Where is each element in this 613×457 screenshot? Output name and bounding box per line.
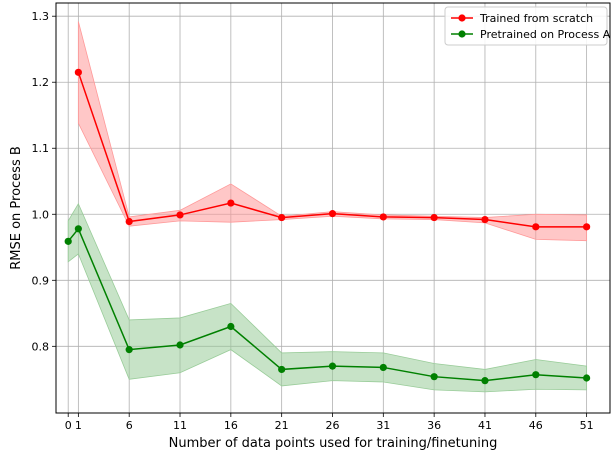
y-tick-label: 0.8 bbox=[32, 340, 50, 353]
plot-frame bbox=[55, 2, 611, 414]
point-pretrained bbox=[379, 363, 387, 372]
point-pretrained bbox=[328, 362, 337, 370]
x-tick-label: 11 bbox=[173, 419, 187, 432]
x-tick-label: 16 bbox=[224, 419, 238, 432]
point-pretrained bbox=[532, 371, 540, 379]
x-tick-label: 26 bbox=[325, 419, 339, 432]
point-scratch bbox=[176, 211, 184, 219]
x-tick-label: 41 bbox=[478, 419, 492, 432]
y-axis-label: RMSE on Process B bbox=[9, 146, 24, 270]
legend-marker-scratch bbox=[458, 14, 466, 22]
x-tick-label: 0 bbox=[65, 419, 72, 432]
legend-label-pretrained: Pretrained on Process A bbox=[480, 28, 611, 41]
y-tick-label: 1.3 bbox=[32, 10, 50, 23]
point-scratch bbox=[481, 215, 489, 224]
legend-box bbox=[444, 6, 608, 46]
legend: Trained from scratch Pretrained on Proces… bbox=[444, 6, 611, 46]
point-pretrained bbox=[278, 365, 286, 374]
point-scratch bbox=[430, 213, 438, 222]
point-pretrained bbox=[74, 225, 82, 233]
x-tick-label: 6 bbox=[126, 419, 133, 432]
point-pretrained bbox=[481, 377, 489, 385]
legend-marker-pretrained bbox=[458, 30, 466, 38]
x-tick-label: 31 bbox=[376, 419, 390, 432]
x-tick-label: 46 bbox=[529, 419, 543, 432]
point-scratch bbox=[227, 199, 235, 207]
series-points bbox=[64, 68, 591, 385]
x-tick-label: 36 bbox=[427, 419, 441, 432]
point-scratch bbox=[125, 217, 133, 226]
band-pretrained bbox=[67, 202, 588, 393]
point-pretrained bbox=[430, 373, 438, 381]
point-pretrained bbox=[64, 237, 72, 245]
y-tick-label: 0.9 bbox=[32, 274, 50, 287]
point-scratch bbox=[532, 223, 540, 231]
point-scratch bbox=[328, 210, 337, 218]
y-tick-label: 1.0 bbox=[32, 208, 50, 221]
point-scratch bbox=[278, 213, 286, 222]
point-pretrained bbox=[583, 374, 591, 382]
legend-label-scratch: Trained from scratch bbox=[479, 12, 593, 25]
y-tick-label: 1.2 bbox=[32, 76, 50, 89]
point-pretrained bbox=[125, 346, 133, 354]
x-tick-label: 51 bbox=[580, 419, 594, 432]
point-scratch bbox=[583, 223, 591, 231]
point-pretrained bbox=[176, 341, 184, 349]
x-tick-label: 1 bbox=[75, 419, 82, 432]
axis-ticks: 0 1 6 11 16 21 26 31 36 41 46 510.80.91.01.11.21.3 bbox=[32, 10, 594, 432]
point-scratch bbox=[74, 68, 82, 76]
x-tick-label: 21 bbox=[275, 419, 289, 432]
point-pretrained bbox=[227, 322, 235, 331]
x-axis-label: Number of data points used for training/… bbox=[169, 436, 498, 451]
line-pretrained bbox=[67, 227, 587, 382]
point-scratch bbox=[379, 213, 387, 221]
y-tick-label: 1.1 bbox=[32, 142, 50, 155]
